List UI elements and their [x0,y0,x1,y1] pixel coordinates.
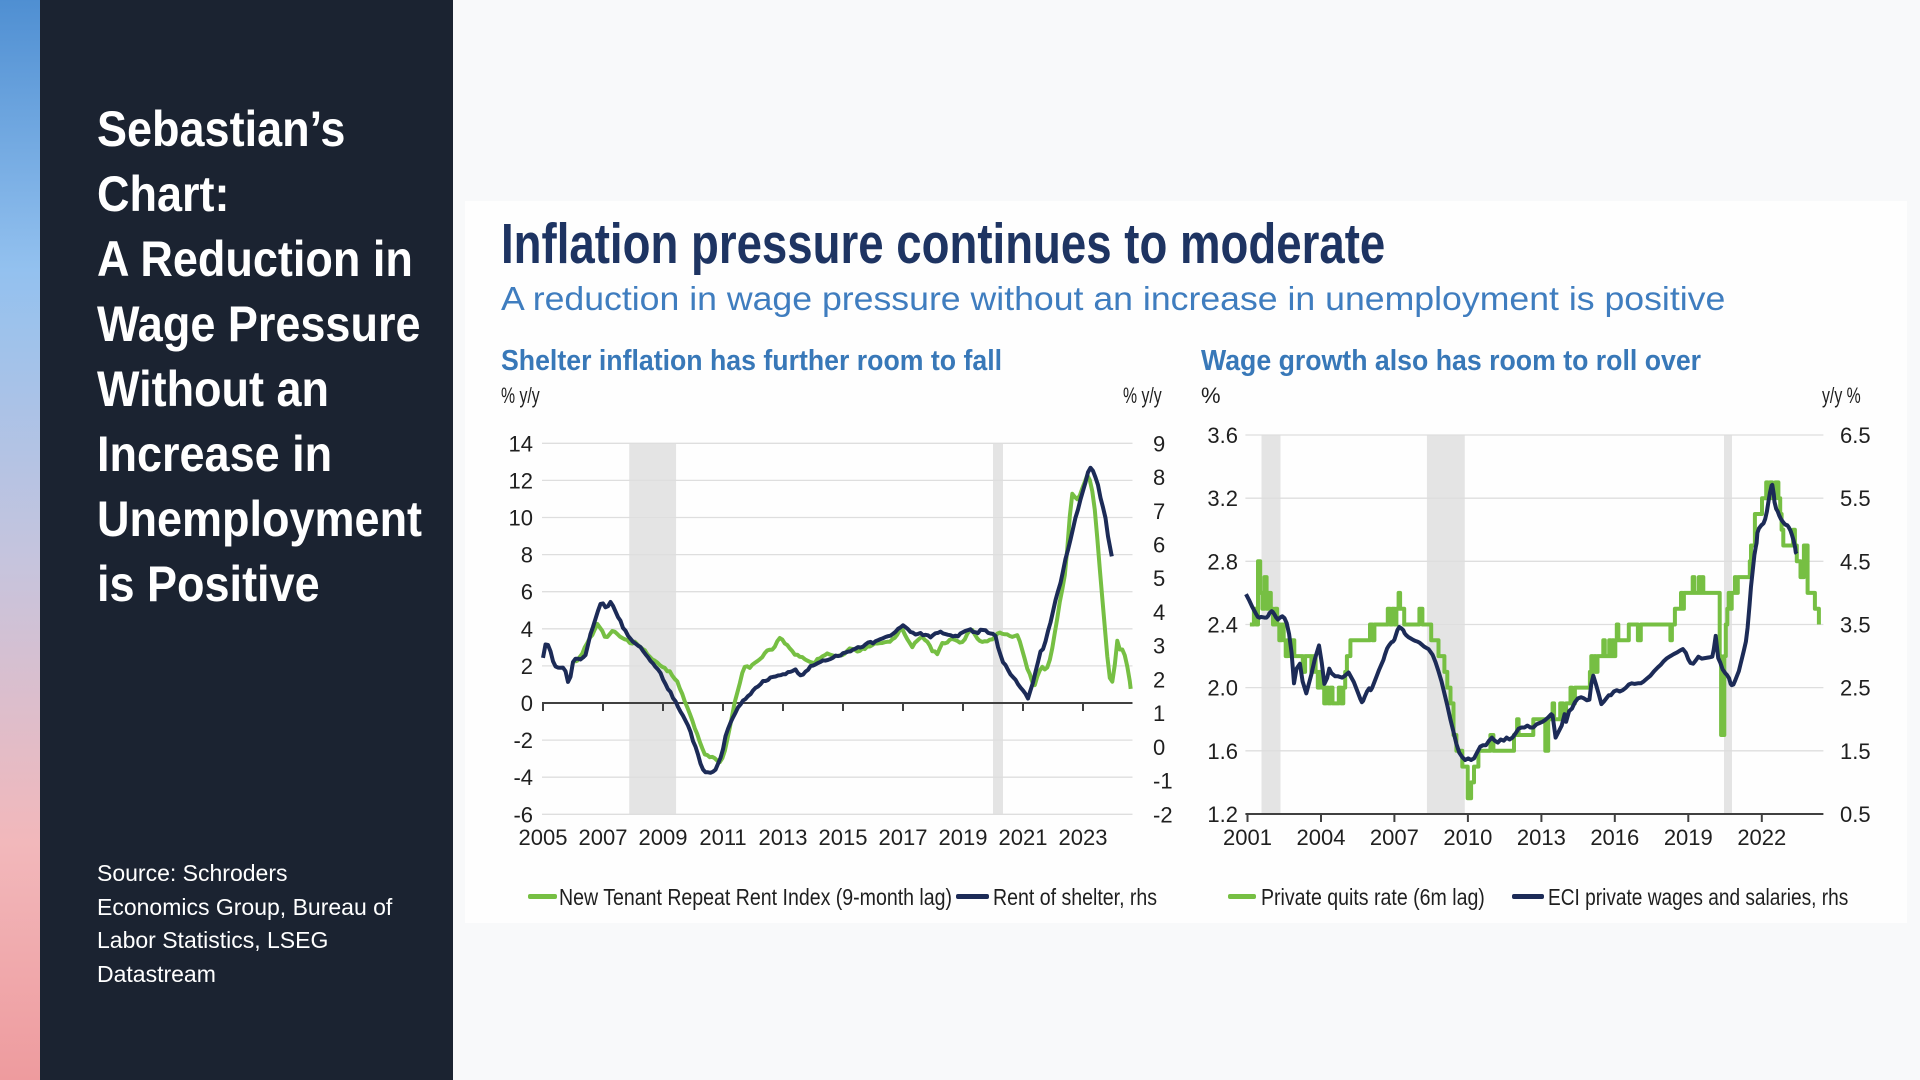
svg-text:2022: 2022 [1737,825,1786,850]
svg-text:2007: 2007 [1370,825,1419,850]
svg-text:-6: -6 [513,802,533,827]
svg-text:2.0: 2.0 [1207,676,1238,701]
svg-text:7: 7 [1153,499,1165,524]
svg-text:1.2: 1.2 [1207,802,1238,827]
svg-text:-4: -4 [513,765,533,790]
svg-text:3.5: 3.5 [1840,613,1871,638]
svg-text:2.8: 2.8 [1207,549,1238,574]
svg-text:0.5: 0.5 [1840,802,1871,827]
svg-text:2017: 2017 [879,825,928,850]
svg-text:2: 2 [521,654,533,679]
svg-text:-2: -2 [1153,802,1173,827]
svg-text:6.5: 6.5 [1840,423,1871,448]
svg-text:2004: 2004 [1297,825,1346,850]
svg-text:3: 3 [1153,634,1165,659]
svg-text:2016: 2016 [1590,825,1639,850]
svg-text:6: 6 [1153,533,1165,558]
svg-text:1.5: 1.5 [1840,739,1871,764]
svg-text:2015: 2015 [819,825,868,850]
svg-text:-2: -2 [513,728,533,753]
svg-text:1: 1 [1153,701,1165,726]
svg-text:8: 8 [1153,465,1165,490]
svg-text:2019: 2019 [1664,825,1713,850]
svg-text:2007: 2007 [579,825,628,850]
svg-text:3.2: 3.2 [1207,486,1238,511]
svg-text:0: 0 [1153,735,1165,760]
svg-text:8: 8 [521,543,533,568]
svg-text:2.4: 2.4 [1207,613,1238,638]
svg-text:5: 5 [1153,566,1165,591]
svg-text:6: 6 [521,580,533,605]
svg-text:4.5: 4.5 [1840,549,1871,574]
svg-text:2005: 2005 [519,825,568,850]
svg-text:2021: 2021 [999,825,1048,850]
svg-text:2023: 2023 [1059,825,1108,850]
svg-text:10: 10 [509,506,533,531]
svg-text:2: 2 [1153,667,1165,692]
svg-text:2019: 2019 [939,825,988,850]
svg-text:2010: 2010 [1443,825,1492,850]
svg-text:1.6: 1.6 [1207,739,1238,764]
svg-text:5.5: 5.5 [1840,486,1871,511]
svg-text:4: 4 [1153,600,1165,625]
svg-text:2013: 2013 [1517,825,1566,850]
svg-text:9: 9 [1153,431,1165,456]
svg-text:2011: 2011 [699,825,746,850]
svg-text:2.5: 2.5 [1840,676,1871,701]
svg-text:12: 12 [509,468,533,493]
svg-text:-1: -1 [1153,769,1173,794]
svg-text:2001: 2001 [1223,825,1272,850]
svg-text:0: 0 [521,691,533,716]
svg-text:3.6: 3.6 [1207,423,1238,448]
svg-text:2009: 2009 [639,825,688,850]
svg-text:4: 4 [521,617,533,642]
svg-text:2013: 2013 [759,825,808,850]
svg-text:14: 14 [509,431,533,456]
